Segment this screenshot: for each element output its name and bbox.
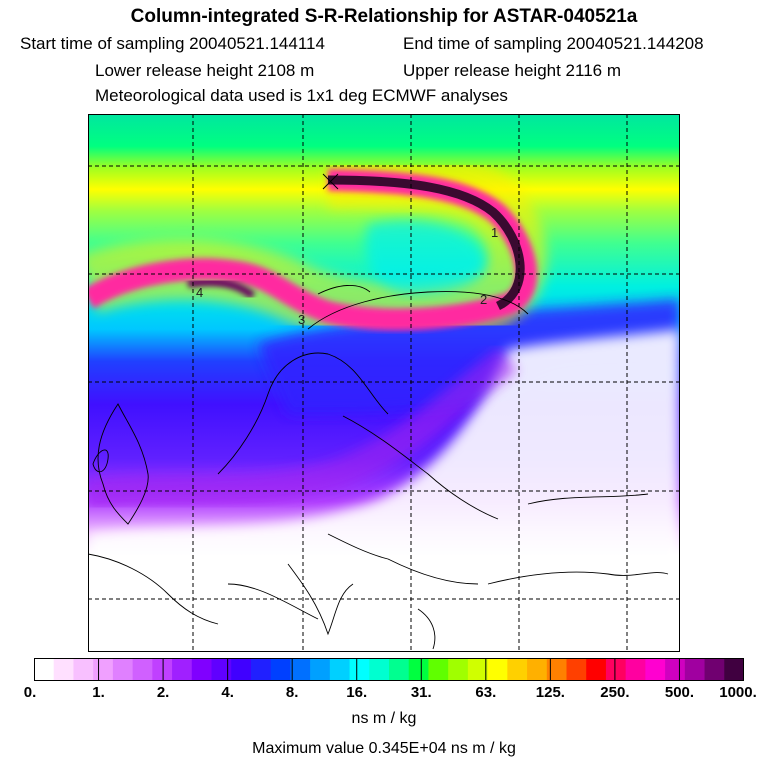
colorbar-tick-label: 1000. <box>719 684 757 701</box>
colorbar-cell <box>250 658 272 681</box>
colorbar-cell <box>507 658 528 681</box>
colorbar-tick-label: 500. <box>664 684 695 701</box>
colorbar-cell <box>665 658 686 681</box>
colorbar-cell <box>389 658 410 681</box>
end-time-label: End time of sampling 20040521.144208 <box>403 34 704 53</box>
lat-lon-grid <box>88 114 680 652</box>
plume-label-1: 1 <box>491 225 498 240</box>
maximum-value-label: Maximum value 0.345E+04 ns m / kg <box>252 740 516 757</box>
colorbar-tick-label: 16. <box>346 684 368 701</box>
colorbar-cell <box>625 658 646 681</box>
colorbar-cell <box>211 658 232 681</box>
colorbar-cell <box>73 658 94 681</box>
upper-height-label: Upper release height 2116 m <box>403 61 621 80</box>
colorbar-cell <box>645 658 666 681</box>
colorbar-tick-label: 250. <box>600 684 630 701</box>
colorbar-tick-label: 4. <box>221 684 234 701</box>
colorbar-tick-label: 8. <box>285 684 299 701</box>
plume-west-core <box>187 278 256 300</box>
colorbar-units: ns m / kg <box>351 710 417 727</box>
cyan-inner <box>365 220 485 294</box>
plume-core <box>327 175 525 311</box>
coastlines <box>88 173 669 650</box>
figure-title: Column-integrated S-R-Relationship for A… <box>130 6 638 27</box>
colorbar-cell <box>172 658 193 681</box>
colorbar-cell <box>310 658 331 681</box>
colorbar-cell <box>546 658 567 681</box>
colorbar-cell <box>408 658 429 681</box>
plume-label-2: 2 <box>480 292 487 307</box>
colorbar-cell <box>586 658 607 681</box>
colorbar-cell <box>349 658 370 681</box>
colorbar-tick-label: 2. <box>156 684 170 701</box>
lower-height-label: Lower release height 2108 m <box>95 61 315 80</box>
colorbar-cell <box>132 658 153 681</box>
plume-label-3: 3 <box>298 312 305 327</box>
colorbar-cell <box>329 658 351 681</box>
colorbar-tick-label: 0. <box>23 684 37 701</box>
colorbar-cell <box>428 658 449 681</box>
colorbar-cell <box>605 658 627 681</box>
colorbar-frame <box>34 658 744 681</box>
colorbar-cell <box>290 658 311 681</box>
colorbar-cell <box>527 658 548 681</box>
colorbar-cell <box>53 658 74 681</box>
colorbar-cell <box>191 658 212 681</box>
colorbar-cell <box>724 658 744 681</box>
met-data-label: Meteorological data used is 1x1 deg ECMW… <box>95 86 508 105</box>
white-area <box>88 329 680 652</box>
purple-rim <box>88 347 518 509</box>
colorbar-tick-label: 125. <box>535 684 565 701</box>
colorbar-cell <box>93 658 114 681</box>
colorbar-cell <box>34 658 55 681</box>
plume-label-4: 4 <box>196 285 203 300</box>
colorbar-cell <box>566 658 587 681</box>
colorbar-cell <box>270 658 291 681</box>
colorbar-cell <box>448 658 469 681</box>
colorbar-cell <box>231 658 252 681</box>
colorbar-cell <box>467 658 489 681</box>
colorbar-cell <box>487 658 508 681</box>
colorbar-cell <box>369 658 390 681</box>
map-frame <box>88 114 680 652</box>
colorbar-cell <box>704 658 725 681</box>
colorbar-tick-label: 31. <box>410 684 432 701</box>
start-time-label: Start time of sampling 20040521.144114 <box>20 34 325 53</box>
colorbar-cell <box>112 658 134 681</box>
colorbar <box>34 658 744 681</box>
colorbar-cell <box>684 658 706 681</box>
colorbar-tick-label: 63. <box>475 684 497 701</box>
colorbar-tick-label: 1. <box>92 684 105 701</box>
colorbar-cell <box>152 658 173 681</box>
sr-relationship-map: 1 2 3 4 <box>88 114 680 652</box>
